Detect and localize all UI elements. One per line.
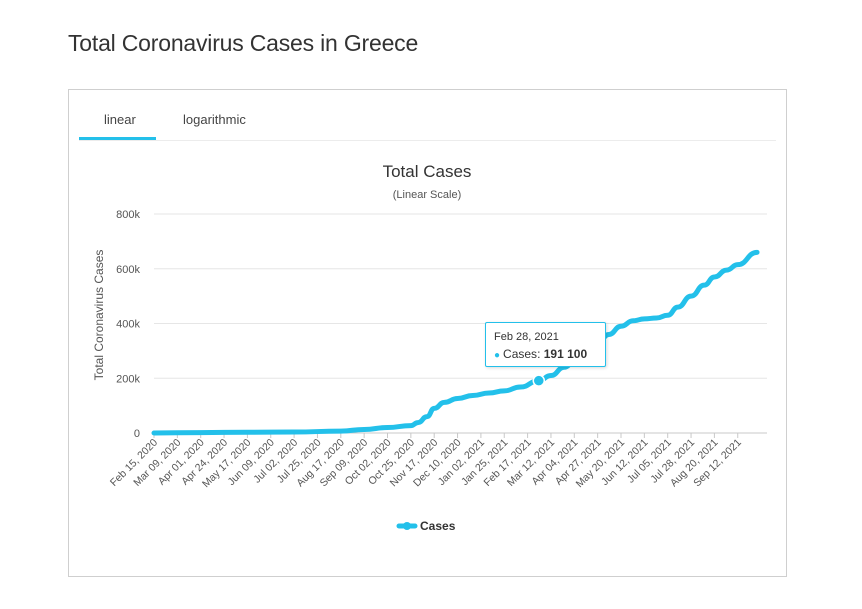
y-tick-label: 600k (116, 264, 140, 276)
tooltip-bullet-icon: ● (494, 350, 501, 361)
data-tooltip: Feb 28, 2021 ● Cases: 191 100 (485, 322, 606, 367)
y-tick-label: 800k (116, 209, 140, 221)
chart-subtitle: (Linear Scale) (393, 189, 461, 201)
y-tick-labels: 0 200k 400k 600k 800k (116, 209, 140, 440)
active-tab-indicator (79, 137, 156, 140)
tooltip-value: 191 100 (543, 347, 588, 361)
scale-tabs: linear logarithmic (79, 90, 776, 141)
chart-title: Total Cases (383, 162, 472, 181)
highlighted-point[interactable] (532, 374, 546, 387)
tooltip-row: ● Cases: 191 100 (494, 347, 588, 361)
chart-panel: linear logarithmic Total Cases (Linear S… (68, 89, 787, 577)
page-title: Total Coronavirus Cases in Greece (68, 30, 419, 56)
y-tick-label: 400k (116, 319, 140, 331)
line-chart: Total Cases (Linear Scale) Total Coronav… (92, 162, 767, 533)
legend[interactable]: Cases (396, 519, 456, 533)
legend-cases-marker (403, 522, 411, 530)
tooltip-series: Cases (503, 347, 538, 361)
legend-cases-label: Cases (420, 519, 456, 533)
tab-linear[interactable]: linear (104, 112, 136, 127)
tab-logarithmic[interactable]: logarithmic (183, 112, 246, 127)
y-axis-label: Total Coronavirus Cases (92, 250, 106, 381)
y-tick-label: 200k (116, 373, 140, 385)
y-tick-label: 0 (134, 428, 140, 440)
series-layer (151, 249, 760, 436)
series-line-cases[interactable] (151, 249, 760, 436)
tooltip-date: Feb 28, 2021 (494, 331, 559, 343)
